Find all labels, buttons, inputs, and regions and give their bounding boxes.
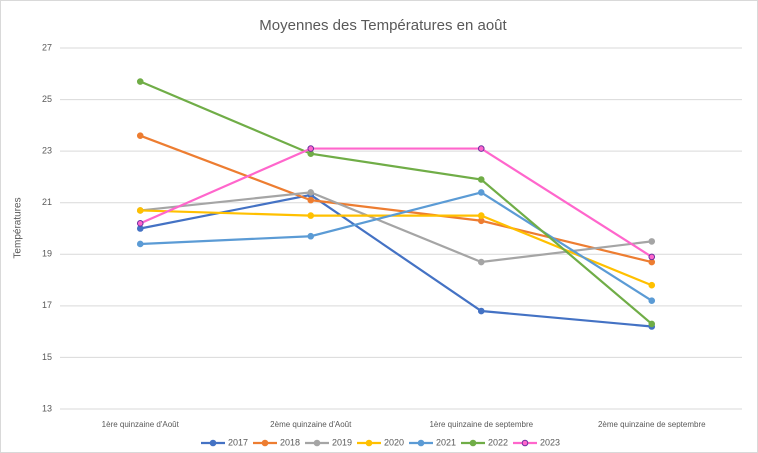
legend-label: 2018 [280,437,300,447]
y-tick-label: 19 [42,249,52,259]
point [648,281,656,289]
series-line [139,147,653,258]
y-tick-label: 15 [42,352,52,362]
point [307,196,315,204]
point [307,212,315,219]
point [648,320,656,328]
point [477,258,485,266]
legend-label: 2020 [384,437,404,447]
series-line [140,193,652,328]
y-tick-label: 23 [42,146,52,156]
point [136,240,144,248]
series-line [140,191,653,302]
point [477,307,485,315]
point [477,189,485,196]
legend-label: 2022 [488,437,508,447]
chart-title: Moyennes des Températures en août [259,17,507,34]
x-tick-label: 2ème quinzaine de septembre [598,420,706,429]
legend-marker [521,439,529,447]
y-tick-label: 17 [42,300,52,310]
point [307,232,315,240]
legend-marker [417,439,425,447]
point [136,207,144,214]
legend-label: 2019 [332,437,352,447]
point [307,145,315,152]
point [136,132,144,139]
y-tick-label: 21 [42,197,52,207]
point [477,176,485,183]
series-line [139,80,653,325]
legend-marker [365,439,373,447]
y-tick-label: 25 [42,94,52,104]
point [477,145,485,152]
legend-marker [469,439,477,447]
x-tick-label: 1ère quinzaine d'Août [102,420,180,429]
point [648,238,656,245]
legend-label: 2023 [540,437,560,447]
x-tick-label: 1ère quinzaine de septembre [429,420,533,429]
legend-marker [261,439,269,447]
point [136,220,144,227]
y-tick-label: 27 [42,42,52,52]
y-tick-label: 13 [42,403,52,413]
point [136,78,144,85]
point [307,189,315,196]
legend-label: 2017 [228,437,248,447]
series-line [139,134,653,264]
point [648,297,656,305]
point [477,212,485,219]
legend-marker [313,439,321,447]
y-axis-label: Températures [13,197,24,258]
point [648,253,656,261]
legend-marker [209,439,217,447]
legend-label: 2021 [436,437,456,447]
x-tick-label: 2ème quinzaine d'Août [270,420,352,429]
